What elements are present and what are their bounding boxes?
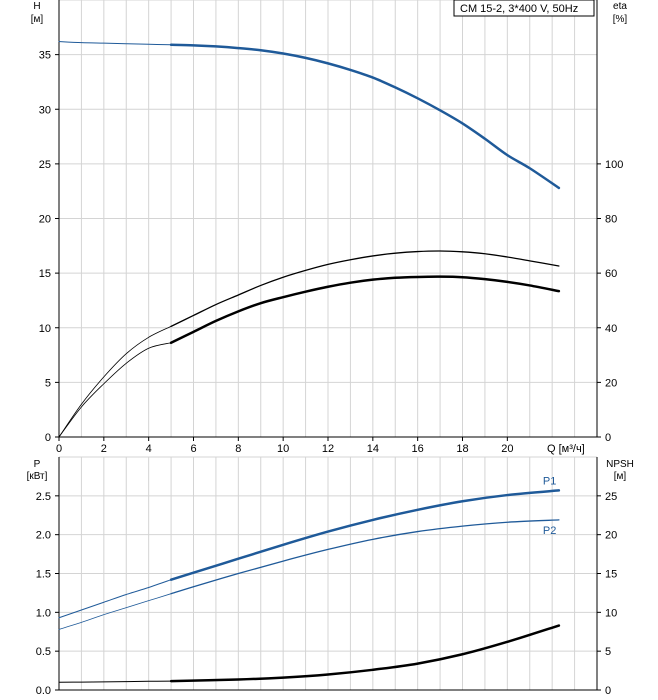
top-x-axis-label: Q [м³/ч]	[547, 443, 585, 455]
top-y-left-label-2: [м]	[31, 14, 44, 25]
x-tick-label: 4	[146, 443, 152, 455]
bottom-y-right-label-1: NPSH	[606, 459, 634, 470]
y-right-tick-label: 80	[605, 214, 617, 226]
x-tick-label: 14	[367, 443, 379, 455]
y-right-tick-label: 15	[605, 569, 617, 581]
y-left-tick-label: 10	[39, 323, 51, 335]
series-label-p1: P1	[543, 475, 556, 487]
series-eta-extrapolated	[58, 325, 172, 438]
x-tick-label: 20	[501, 443, 513, 455]
x-tick-label: 16	[412, 443, 424, 455]
series-h-extrapolated	[58, 41, 172, 46]
y-right-tick-label: 0	[605, 432, 611, 444]
series-h	[169, 43, 561, 190]
series-label-p2: P2	[543, 525, 556, 537]
series-npsh-extrapolated	[58, 680, 172, 683]
y-left-tick-label: 1.5	[36, 569, 51, 581]
y-right-tick-label: 20	[605, 530, 617, 542]
y-right-tick-label: 60	[605, 268, 617, 280]
y-left-tick-label: 30	[39, 104, 51, 116]
y-right-tick-label: 5	[605, 646, 611, 658]
title-box	[453, 0, 595, 17]
series-p2	[170, 519, 560, 595]
series-p1-extrapolated	[58, 579, 172, 619]
y-left-tick-label: 35	[39, 50, 51, 62]
top-y-right-label-2: [%]	[613, 14, 628, 25]
x-tick-label: 10	[277, 443, 289, 455]
x-tick-label: 0	[56, 443, 62, 455]
series-eta	[170, 250, 560, 328]
series-p2-extrapolated	[58, 593, 172, 630]
y-right-tick-label: 10	[605, 607, 617, 619]
x-tick-label: 18	[456, 443, 468, 455]
y-left-tick-label: 1.0	[36, 607, 51, 619]
top-y-left-label-1: H	[33, 1, 40, 12]
top-y-right-label-1: eta	[613, 1, 627, 12]
series-p1	[169, 489, 561, 581]
y-right-tick-label: 100	[605, 159, 623, 171]
y-left-tick-label: 25	[39, 159, 51, 171]
y-left-tick-label: 5	[45, 377, 51, 389]
y-right-tick-label: 25	[605, 491, 617, 503]
y-left-tick-label: 20	[39, 214, 51, 226]
series-eta2	[169, 275, 561, 345]
y-left-tick-label: 0.0	[36, 685, 51, 697]
series-eta2-extrapolated	[58, 342, 172, 438]
bottom-y-left-label-2: [кВт]	[27, 471, 48, 482]
top-panel: 0 5 10 15 20 25 30 35 0 20 40 60 80 100 0 2 4 6 8 10 12 14 16 1…	[39, 0, 623, 455]
x-tick-label: 6	[190, 443, 196, 455]
chart-title: CM 15-2, 3*400 V, 50Hz	[460, 3, 578, 15]
bottom-y-right-label-2: [м]	[614, 471, 627, 482]
y-left-tick-label: 15	[39, 268, 51, 280]
y-right-tick-label: 40	[605, 323, 617, 335]
x-tick-label: 2	[101, 443, 107, 455]
x-tick-label: 12	[322, 443, 334, 455]
x-tick-label: 8	[235, 443, 241, 455]
y-left-tick-label: 2.5	[36, 491, 51, 503]
series-npsh	[169, 624, 561, 683]
bottom-y-left-label-1: P	[34, 459, 41, 470]
bottom-panel: 0.0 0.5 1.0 1.5 2.0 2.5 0 5 10 15 20 25 P1 P2	[36, 456, 617, 697]
y-left-tick-label: 0	[45, 432, 51, 444]
y-left-tick-label: 2.0	[36, 530, 51, 542]
y-right-tick-label: 20	[605, 377, 617, 389]
y-right-tick-label: 0	[605, 685, 611, 697]
y-left-tick-label: 0.5	[36, 646, 51, 658]
